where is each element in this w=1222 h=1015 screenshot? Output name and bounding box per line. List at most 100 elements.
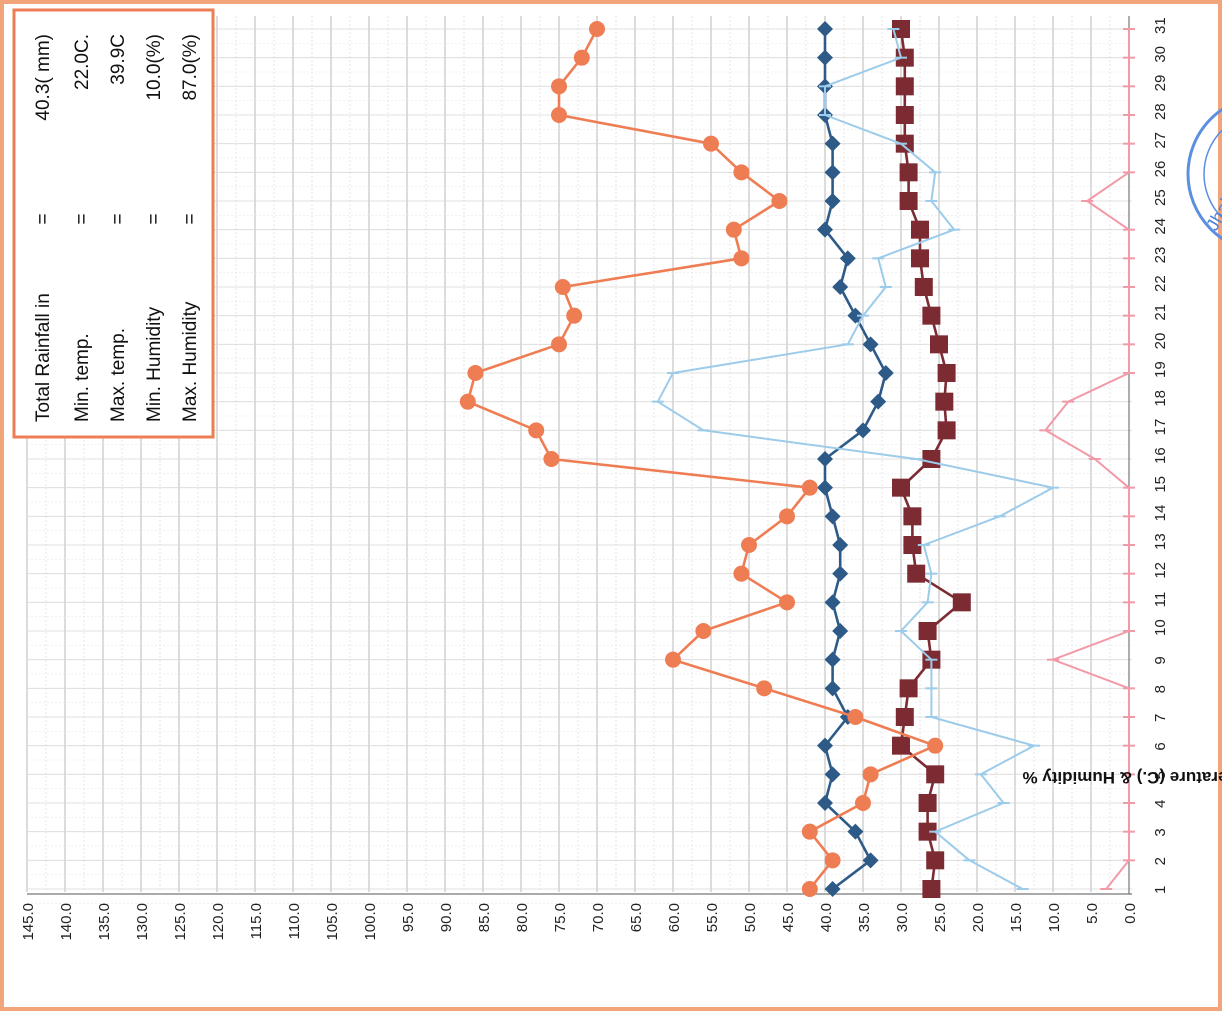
point-min_temp: [918, 622, 937, 640]
point-max_temp: [817, 795, 833, 811]
stamp-text: Jhalawar High: [1202, 125, 1222, 234]
point-min_temp: [911, 249, 929, 268]
point-max_temp: [832, 279, 849, 295]
category-tick-label: 21: [1152, 304, 1169, 321]
stat-equals: =: [72, 213, 93, 224]
category-tick-label: 24: [1152, 218, 1169, 235]
point-max_temp: [817, 49, 833, 66]
point-humidity_max: [862, 766, 879, 783]
point-humidity_max: [551, 107, 567, 123]
point-humidity_max: [801, 823, 818, 840]
series-max_temp: [817, 21, 894, 897]
point-max_temp: [824, 881, 841, 897]
point-max_temp: [862, 852, 879, 869]
stat-equals: =: [144, 213, 165, 224]
value-tick-label: 45.0: [780, 903, 797, 932]
point-min_temp: [937, 364, 956, 382]
tick-labels: 0.0 5.0 10.0 15.0 20.0 25.0 30.0 35.0 40.0 45.0 50…: [20, 17, 1169, 940]
value-tick-label: 135.0: [96, 903, 113, 941]
point-min_temp: [911, 220, 929, 239]
stat-label: Total Rainfall in: [33, 293, 54, 422]
stat-label: Max. Humidity: [180, 301, 201, 422]
point-max_temp: [847, 823, 864, 840]
point-max_temp: [817, 479, 833, 496]
point-max_temp: [870, 393, 887, 410]
series-humidity_min: [651, 28, 1059, 890]
stats-box: [12, 8, 215, 439]
point-humidity_max: [801, 479, 818, 496]
value-tick-label: 90.0: [438, 903, 455, 932]
point-humidity_max: [467, 365, 484, 381]
point-min_temp: [907, 564, 926, 583]
point-max_temp: [824, 164, 841, 181]
category-tick-label: 22: [1152, 275, 1169, 292]
point-min_temp: [899, 163, 918, 182]
category-tick-label: 25: [1152, 189, 1169, 206]
point-humidity_max: [756, 680, 773, 697]
point-min_temp: [895, 708, 914, 726]
stats-text: Total Rainfall in = 40.3( mm) Min. temp. = 22…: [33, 34, 201, 422]
y-axis-label: Temperature (C.) & Humidity %: [1022, 768, 1222, 787]
point-min_temp: [930, 335, 948, 354]
value-tick-label: 110.0: [286, 903, 303, 939]
point-humidity_max: [801, 881, 818, 897]
category-tick-label: 29: [1152, 75, 1169, 92]
value-tick-label: 100.0: [362, 903, 379, 941]
stat-value: 87.0(%): [180, 34, 201, 101]
point-max_temp: [817, 221, 833, 238]
value-tick-label: 35.0: [856, 903, 873, 932]
stat-label: Min. Humidity: [144, 306, 165, 422]
point-max_temp: [847, 307, 864, 324]
value-tick-label: 65.0: [628, 903, 645, 932]
point-min_temp: [922, 880, 941, 898]
category-tick-label: 9: [1152, 656, 1169, 664]
point-max_temp: [824, 508, 841, 525]
point-humidity_max: [733, 250, 750, 267]
value-tick-label: 70.0: [590, 903, 607, 932]
point-max_temp: [824, 135, 841, 152]
value-tick-label: 5.0: [1084, 903, 1101, 924]
point-min_temp: [914, 278, 933, 296]
value-tick-label: 30.0: [894, 903, 911, 932]
point-max_temp: [832, 537, 849, 553]
point-humidity_max: [779, 508, 795, 525]
stat-value: 22.0C.: [72, 34, 93, 90]
point-humidity_max: [551, 78, 567, 95]
point-humidity_max: [741, 537, 757, 553]
value-tick-label: 40.0: [818, 903, 835, 932]
value-tick-label: 130.0: [134, 903, 151, 941]
stat-label: Min. temp.: [72, 333, 93, 422]
point-min_temp: [892, 478, 910, 497]
category-tick-label: 10: [1152, 619, 1169, 636]
point-min_temp: [926, 765, 945, 784]
value-tick-label: 15.0: [1008, 903, 1025, 932]
grid: [26, 16, 1132, 904]
point-min_temp: [899, 192, 918, 210]
category-tick-label: 15: [1152, 476, 1169, 493]
point-min_temp: [952, 593, 971, 612]
point-humidity_max: [528, 422, 545, 439]
category-tick-label: 3: [1152, 828, 1169, 836]
category-tick-label: 31: [1152, 17, 1169, 34]
point-humidity_max: [927, 737, 944, 754]
point-max_temp: [817, 737, 833, 754]
point-min_temp: [922, 306, 941, 325]
point-humidity_max: [554, 279, 571, 295]
stat-value: 40.3( mm): [33, 34, 54, 121]
point-min_temp: [892, 736, 910, 755]
point-humidity_max: [695, 623, 712, 639]
point-max_temp: [877, 365, 894, 381]
value-tick-label: 55.0: [704, 903, 721, 932]
stat-value: 10.0(%): [144, 34, 165, 101]
point-humidity_max: [733, 565, 750, 582]
point-humidity_max: [566, 307, 583, 324]
point-max_temp: [817, 451, 833, 467]
point-min_temp: [895, 106, 914, 124]
point-max_temp: [824, 651, 841, 668]
point-humidity_max: [665, 651, 681, 668]
point-min_temp: [937, 421, 956, 440]
stat-equals: =: [180, 213, 201, 224]
category-tick-label: 19: [1152, 361, 1169, 378]
series-layer: [459, 20, 1135, 898]
category-tick-label: 7: [1152, 714, 1169, 722]
